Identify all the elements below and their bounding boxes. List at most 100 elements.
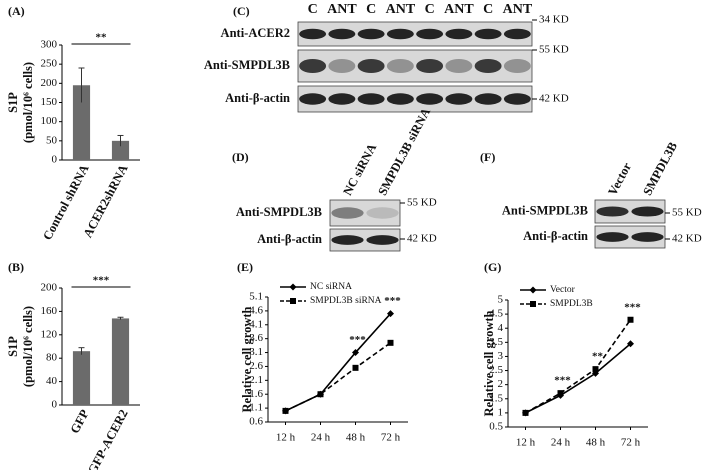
y-tick-label: 1 bbox=[498, 406, 504, 418]
x-tick-label: 72 h bbox=[381, 432, 401, 444]
y-tick-label: 1.5 bbox=[489, 392, 503, 404]
blot-band bbox=[596, 206, 629, 217]
x-tick-label: 12 h bbox=[516, 437, 536, 449]
size-label: 55 KD bbox=[672, 207, 702, 219]
x-tick-label: 12 h bbox=[276, 432, 296, 444]
y-tick-label: 2.6 bbox=[249, 360, 263, 372]
blot-band bbox=[596, 232, 629, 242]
blot-strip bbox=[594, 225, 666, 249]
significance: *** bbox=[624, 301, 641, 313]
marker bbox=[557, 390, 564, 397]
panel-label: (A) bbox=[8, 4, 25, 18]
y-tick-label: 0 bbox=[52, 154, 58, 166]
significance: *** bbox=[384, 295, 401, 307]
y-tick-label: 200 bbox=[41, 77, 58, 89]
size-label: 55 KD bbox=[539, 44, 569, 56]
y-tick-label: 160 bbox=[41, 305, 58, 317]
row-label: Anti-β-actin bbox=[523, 229, 588, 243]
blot-band bbox=[328, 93, 356, 105]
marker bbox=[627, 316, 634, 323]
blot-band bbox=[357, 58, 385, 74]
significance: *** bbox=[349, 334, 366, 346]
row-label: Anti-β-actin bbox=[225, 91, 290, 105]
size-label: 34 KD bbox=[539, 14, 569, 26]
lane-label: ANT bbox=[503, 2, 533, 17]
size-label: 42 KD bbox=[407, 233, 437, 245]
marker bbox=[317, 391, 324, 398]
panel-label: (C) bbox=[233, 4, 250, 18]
row-label: Anti-ACER2 bbox=[221, 26, 290, 40]
lane-label: C bbox=[425, 2, 435, 17]
line bbox=[525, 343, 632, 414]
marker bbox=[352, 349, 359, 357]
blot-band bbox=[331, 235, 364, 245]
y-tick-label: 3.1 bbox=[249, 346, 263, 358]
blot-band bbox=[474, 28, 502, 40]
y-tick-label: 4 bbox=[498, 322, 504, 334]
y-tick-label: 4.1 bbox=[249, 318, 263, 330]
bar bbox=[111, 140, 130, 160]
legend-label: SMPDL3B bbox=[550, 299, 593, 309]
blot-band bbox=[503, 93, 531, 105]
blot-band bbox=[331, 207, 364, 219]
y-tick-label: 1.1 bbox=[249, 402, 263, 414]
size-label: 42 KD bbox=[672, 233, 702, 245]
x-tick-label: 24 h bbox=[551, 437, 571, 449]
y-tick-label: 40 bbox=[46, 375, 58, 387]
y-tick-label: 300 bbox=[41, 39, 58, 51]
panel-label: (B) bbox=[8, 260, 24, 274]
bar bbox=[72, 85, 91, 160]
blot-band bbox=[416, 28, 444, 40]
marker bbox=[387, 339, 394, 346]
y-tick-label: 0.6 bbox=[249, 416, 263, 428]
blot-strip bbox=[329, 228, 401, 252]
blot-band bbox=[299, 93, 327, 105]
blot-band bbox=[503, 58, 531, 74]
row-label: Anti-SMPDL3B bbox=[204, 58, 290, 72]
y-tick-label: 3.5 bbox=[489, 336, 503, 348]
legend-label: SMPDL3B siRNA bbox=[310, 296, 382, 306]
x-tick-label: 48 h bbox=[346, 432, 366, 444]
y-axis-label: S1P bbox=[6, 336, 20, 357]
y-tick-label: 4.6 bbox=[249, 304, 263, 316]
y-tick-label: 3 bbox=[498, 350, 504, 362]
legend-marker bbox=[290, 298, 296, 304]
lane-label: C bbox=[366, 2, 376, 17]
blot-band bbox=[386, 58, 414, 74]
line bbox=[285, 342, 391, 412]
blot-band bbox=[299, 28, 327, 40]
lane-label: ANT bbox=[327, 2, 357, 17]
blot-band bbox=[474, 93, 502, 105]
row-label: Anti-SMPDL3B bbox=[502, 203, 588, 217]
y-axis-label: (pmol/10⁶ cells) bbox=[21, 62, 35, 143]
y-tick-label: 1.6 bbox=[249, 388, 263, 400]
blot-band bbox=[445, 28, 473, 40]
y-tick-label: 100 bbox=[41, 115, 58, 127]
blot-band bbox=[416, 93, 444, 105]
bar bbox=[111, 318, 130, 405]
y-tick-label: 5 bbox=[498, 294, 504, 306]
blot-band bbox=[631, 206, 664, 217]
blot-strip bbox=[594, 199, 666, 224]
y-tick-label: 80 bbox=[46, 352, 58, 364]
marker bbox=[627, 340, 634, 348]
blot-strip bbox=[329, 199, 401, 227]
row-label: Anti-β-actin bbox=[257, 232, 322, 246]
lane-label: ANT bbox=[386, 2, 416, 17]
lane-label: C bbox=[483, 2, 493, 17]
blot-band bbox=[366, 235, 399, 245]
significance: ** bbox=[592, 351, 604, 363]
marker bbox=[352, 364, 359, 371]
lane-label: Vector bbox=[605, 160, 634, 198]
panel-label: (G) bbox=[484, 260, 501, 274]
panel-label: (F) bbox=[480, 150, 495, 164]
x-tick-label: GFP bbox=[68, 407, 92, 436]
y-tick-label: 120 bbox=[41, 328, 58, 340]
blot-band bbox=[328, 58, 356, 74]
y-tick-label: 250 bbox=[41, 58, 58, 70]
panel-label: (D) bbox=[232, 150, 249, 164]
y-tick-label: 3.6 bbox=[249, 332, 263, 344]
size-label: 42 KD bbox=[539, 93, 569, 105]
y-tick-label: 5.1 bbox=[249, 291, 263, 303]
